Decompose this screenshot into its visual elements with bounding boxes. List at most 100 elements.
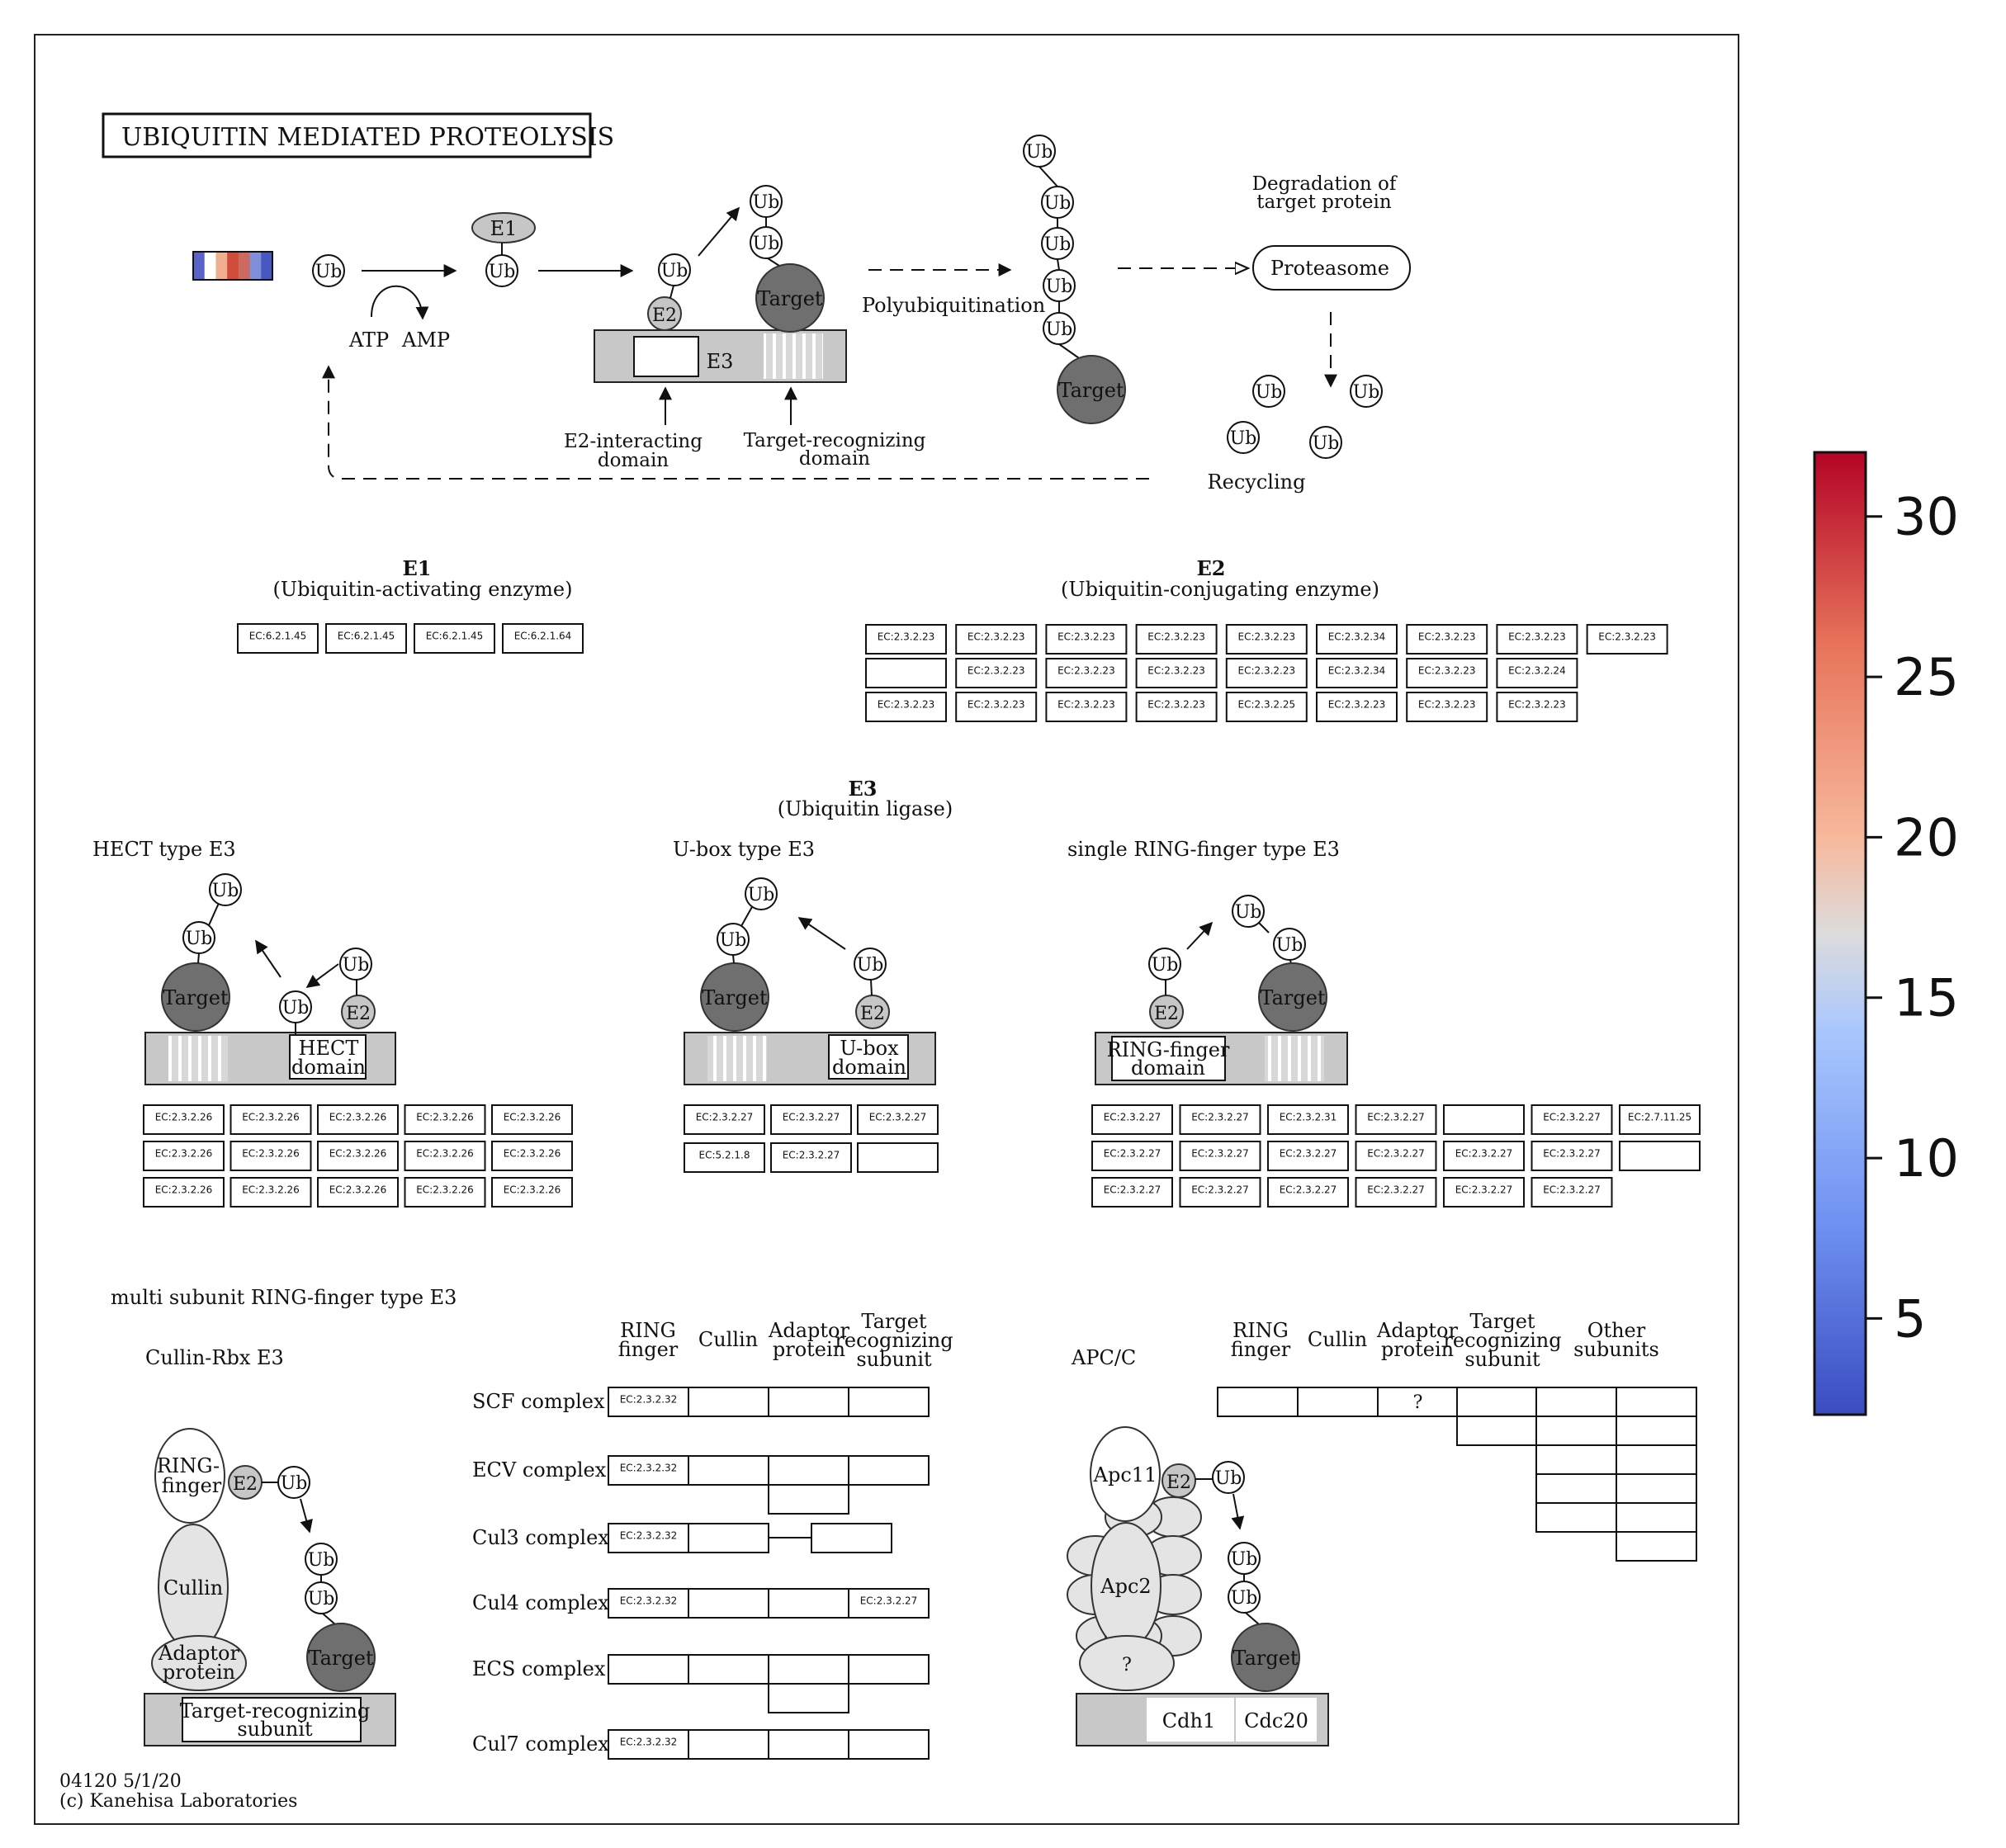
enzyme-box[interactable]: EC:2.3.2.27	[1179, 1104, 1261, 1135]
enzyme-box[interactable]: EC:2.3.2.27	[770, 1104, 852, 1135]
complex-cell[interactable]	[768, 1654, 849, 1685]
enzyme-box[interactable]: EC:2.3.2.26	[317, 1141, 399, 1171]
complex-cell[interactable]	[768, 1729, 849, 1760]
complex-cell[interactable]	[811, 1523, 892, 1553]
enzyme-box[interactable]: EC:2.3.2.27	[1091, 1104, 1173, 1135]
complex-cell[interactable]	[688, 1455, 769, 1486]
complex-cell[interactable]	[848, 1729, 930, 1760]
enzyme-box[interactable]	[1443, 1104, 1525, 1135]
apc-cell[interactable]	[1535, 1387, 1617, 1417]
e1-gene-bar[interactable]	[192, 251, 273, 281]
enzyme-box[interactable]: EC:2.3.2.34	[1316, 658, 1398, 688]
enzyme-box[interactable]: EC:2.3.2.27	[684, 1104, 765, 1135]
enzyme-box[interactable]: EC:2.3.2.27	[1179, 1141, 1261, 1171]
complex-cell[interactable]	[768, 1455, 849, 1486]
complex-cell[interactable]	[688, 1523, 769, 1553]
complex-cell[interactable]: EC:2.3.2.32	[608, 1729, 689, 1760]
enzyme-box[interactable]: EC:2.3.2.27	[1355, 1104, 1437, 1135]
enzyme-box[interactable]	[1619, 1141, 1701, 1171]
enzyme-box[interactable]: EC:2.3.2.26	[491, 1104, 573, 1135]
apc-cell[interactable]	[1217, 1387, 1299, 1417]
enzyme-box[interactable]: EC:2.3.2.26	[404, 1104, 486, 1135]
enzyme-box[interactable]: EC:2.3.2.27	[1355, 1141, 1437, 1171]
complex-cell[interactable]	[768, 1387, 849, 1417]
enzyme-box[interactable]: EC:2.3.2.23	[1316, 692, 1398, 722]
enzyme-box[interactable]: EC:2.3.2.23	[865, 692, 947, 722]
apc-cell[interactable]	[1535, 1416, 1617, 1446]
enzyme-box[interactable]: EC:2.3.2.27	[1355, 1177, 1437, 1208]
apc-cell[interactable]	[1616, 1387, 1697, 1417]
enzyme-box[interactable]: EC:2.3.2.27	[1531, 1141, 1613, 1171]
enzyme-box[interactable]: EC:6.2.1.45	[414, 623, 495, 654]
apc-cell[interactable]	[1535, 1502, 1617, 1533]
apc-cell[interactable]	[1297, 1387, 1379, 1417]
proteasome-node[interactable]	[1252, 245, 1411, 291]
enzyme-box[interactable]	[865, 658, 947, 688]
enzyme-box[interactable]: EC:2.3.2.23	[1406, 624, 1488, 655]
enzyme-box[interactable]: EC:2.3.2.27	[1267, 1177, 1349, 1208]
apc-cell[interactable]	[1535, 1473, 1617, 1504]
enzyme-box[interactable]: EC:5.2.1.8	[684, 1142, 765, 1173]
enzyme-box[interactable]: EC:6.2.1.45	[237, 623, 319, 654]
enzyme-box[interactable]: EC:2.3.2.23	[1045, 658, 1128, 688]
complex-cell[interactable]	[768, 1588, 849, 1619]
enzyme-box[interactable]: EC:2.3.2.26	[229, 1104, 312, 1135]
enzyme-box[interactable]: EC:2.3.2.23	[1045, 692, 1128, 722]
enzyme-box[interactable]	[857, 1142, 939, 1173]
enzyme-box[interactable]: EC:2.3.2.27	[1091, 1177, 1173, 1208]
complex-cell[interactable]: EC:2.3.2.32	[608, 1387, 689, 1417]
enzyme-box[interactable]: EC:2.3.2.27	[1443, 1141, 1525, 1171]
enzyme-box[interactable]: EC:2.3.2.26	[404, 1141, 486, 1171]
enzyme-box[interactable]: EC:2.3.2.26	[143, 1141, 225, 1171]
enzyme-box[interactable]: EC:2.3.2.23	[1135, 692, 1218, 722]
apc-cell[interactable]	[1456, 1387, 1538, 1417]
enzyme-box[interactable]: EC:2.3.2.26	[143, 1104, 225, 1135]
apc-cell[interactable]	[1456, 1416, 1538, 1446]
enzyme-box[interactable]: EC:2.3.2.26	[229, 1141, 312, 1171]
enzyme-box[interactable]: EC:2.3.2.26	[229, 1177, 312, 1208]
enzyme-box[interactable]: EC:2.3.2.23	[955, 658, 1038, 688]
apc-cell[interactable]	[1616, 1531, 1697, 1562]
enzyme-box[interactable]: EC:2.3.2.23	[1045, 624, 1128, 655]
enzyme-box[interactable]: EC:2.3.2.23	[1406, 692, 1488, 722]
enzyme-box[interactable]: EC:2.3.2.23	[1406, 658, 1488, 688]
apc-cell[interactable]	[1616, 1502, 1697, 1533]
apc-cell[interactable]	[1616, 1444, 1697, 1475]
complex-cell[interactable]: EC:2.3.2.32	[608, 1588, 689, 1619]
enzyme-box[interactable]: EC:2.3.2.23	[955, 624, 1038, 655]
enzyme-box[interactable]: EC:2.3.2.23	[865, 624, 947, 655]
complex-cell[interactable]	[848, 1654, 930, 1685]
enzyme-box[interactable]: EC:2.3.2.24	[1496, 658, 1578, 688]
enzyme-box[interactable]: EC:2.3.2.23	[1496, 692, 1578, 722]
complex-cell-extra[interactable]	[768, 1484, 849, 1515]
enzyme-box[interactable]: EC:2.3.2.27	[1531, 1104, 1613, 1135]
enzyme-box[interactable]: EC:2.3.2.23	[1135, 624, 1218, 655]
enzyme-box[interactable]: EC:6.2.1.45	[325, 623, 407, 654]
enzyme-box[interactable]: EC:2.3.2.26	[491, 1141, 573, 1171]
enzyme-box[interactable]: EC:2.3.2.23	[1586, 624, 1668, 655]
enzyme-box[interactable]: EC:2.3.2.27	[1443, 1177, 1525, 1208]
complex-cell[interactable]	[688, 1588, 769, 1619]
complex-cell-extra[interactable]	[768, 1683, 849, 1713]
enzyme-box[interactable]: EC:2.3.2.26	[491, 1177, 573, 1208]
enzyme-box[interactable]: EC:2.3.2.27	[1531, 1177, 1613, 1208]
apc-cell[interactable]: ?	[1377, 1387, 1459, 1417]
complex-cell[interactable]	[688, 1387, 769, 1417]
enzyme-box[interactable]: EC:2.3.2.26	[143, 1177, 225, 1208]
enzyme-box[interactable]: EC:2.3.2.23	[1225, 624, 1308, 655]
enzyme-box[interactable]: EC:2.3.2.25	[1225, 692, 1308, 722]
enzyme-box[interactable]: EC:2.3.2.27	[857, 1104, 939, 1135]
complex-cell[interactable]	[688, 1654, 769, 1685]
complex-cell[interactable]: EC:2.3.2.27	[848, 1588, 930, 1619]
complex-cell[interactable]	[688, 1729, 769, 1760]
enzyme-box[interactable]: EC:2.3.2.27	[1267, 1141, 1349, 1171]
enzyme-box[interactable]: EC:2.3.2.23	[1135, 658, 1218, 688]
enzyme-box[interactable]: EC:2.3.2.23	[1225, 658, 1308, 688]
enzyme-box[interactable]: EC:2.3.2.23	[1496, 624, 1578, 655]
complex-cell[interactable]	[848, 1387, 930, 1417]
complex-cell[interactable]	[608, 1654, 689, 1685]
complex-cell[interactable]: EC:2.3.2.32	[608, 1523, 689, 1553]
apc-cell[interactable]	[1616, 1416, 1697, 1446]
enzyme-box[interactable]: EC:2.3.2.27	[770, 1142, 852, 1173]
complex-cell[interactable]	[848, 1455, 930, 1486]
